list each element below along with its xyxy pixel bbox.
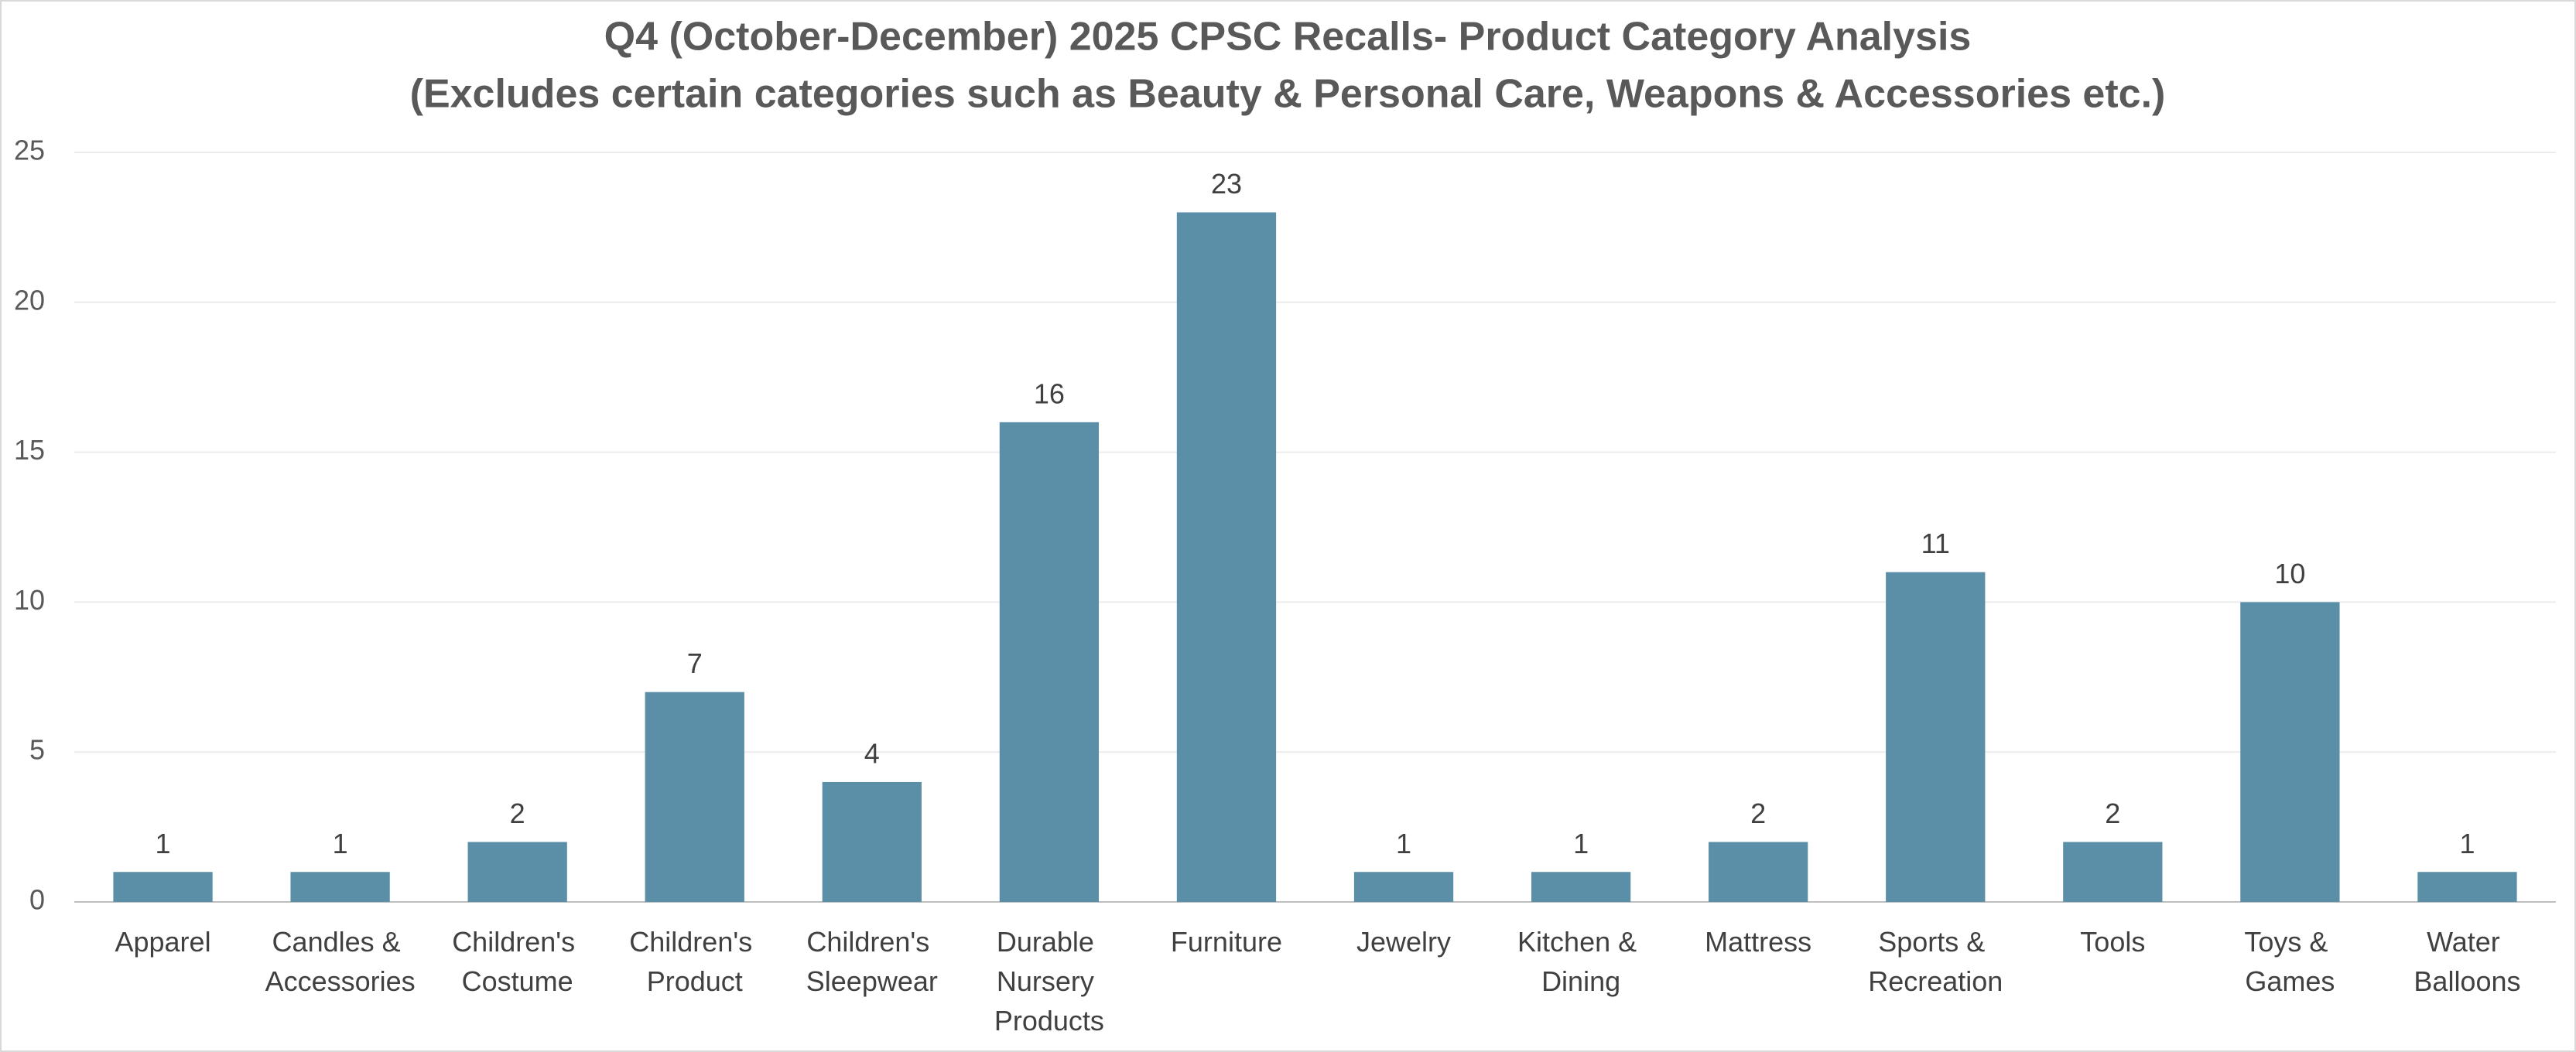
data-label: 2 bbox=[2105, 798, 2120, 829]
bar bbox=[1886, 572, 1986, 902]
bar bbox=[2417, 872, 2517, 902]
x-tick-label: Jewelry bbox=[1356, 926, 1451, 958]
x-tick-label: Sports & Recreation bbox=[1868, 926, 2003, 997]
bar bbox=[1531, 872, 1631, 902]
data-label: 16 bbox=[1034, 377, 1065, 409]
chart-title: Q4 (October-December) 2025 CPSC Recalls-… bbox=[604, 15, 1972, 60]
bar bbox=[822, 781, 922, 902]
x-tick-label: Children's Product bbox=[629, 926, 760, 997]
bar bbox=[645, 692, 744, 902]
bar bbox=[467, 842, 567, 902]
chart-subtitle: (Excludes certain categories such as Bea… bbox=[410, 72, 2166, 117]
bar bbox=[1176, 212, 1277, 902]
x-tick-label: Water Balloons bbox=[2414, 926, 2520, 997]
x-tick-label: Apparel bbox=[115, 926, 210, 958]
bar bbox=[999, 422, 1100, 902]
data-label: 7 bbox=[687, 647, 703, 679]
data-label: 10 bbox=[2274, 558, 2305, 589]
x-tick-label: Durable Nursery Products bbox=[994, 926, 1104, 1037]
y-tick-label: 10 bbox=[14, 584, 45, 616]
data-label: 4 bbox=[864, 737, 880, 769]
x-tick-label: Candles & Accessories bbox=[265, 926, 416, 997]
x-tick-label: Children's Costume bbox=[452, 926, 583, 997]
data-label: 1 bbox=[156, 828, 171, 859]
y-tick-label: 25 bbox=[14, 135, 45, 166]
data-label: 23 bbox=[1211, 168, 1242, 200]
data-label: 1 bbox=[2459, 828, 2475, 859]
x-tick-label: Toys & Games bbox=[2244, 926, 2335, 997]
data-label: 2 bbox=[1750, 798, 1766, 829]
x-tick-label: Furniture bbox=[1171, 926, 1282, 958]
y-tick-label: 5 bbox=[29, 734, 45, 766]
y-tick-label: 20 bbox=[14, 284, 45, 316]
data-label: 1 bbox=[1573, 828, 1589, 859]
x-tick-label: Mattress bbox=[1705, 926, 1811, 958]
data-label: 1 bbox=[333, 828, 348, 859]
x-tick-label: Kitchen & Dining bbox=[1517, 926, 1644, 997]
bar bbox=[1353, 872, 1454, 902]
y-tick-label: 0 bbox=[29, 884, 45, 916]
data-label: 1 bbox=[1396, 828, 1411, 859]
bar bbox=[1709, 842, 1808, 902]
x-tick-label: Tools bbox=[2080, 926, 2145, 958]
data-label: 11 bbox=[1921, 528, 1950, 559]
x-tick-label: Children's Sleepwear bbox=[806, 926, 938, 997]
data-label: 2 bbox=[510, 798, 525, 829]
y-tick-label: 15 bbox=[14, 434, 45, 466]
bar bbox=[290, 872, 390, 902]
bar bbox=[2240, 602, 2340, 902]
bar bbox=[2063, 842, 2163, 902]
bar bbox=[113, 872, 213, 902]
